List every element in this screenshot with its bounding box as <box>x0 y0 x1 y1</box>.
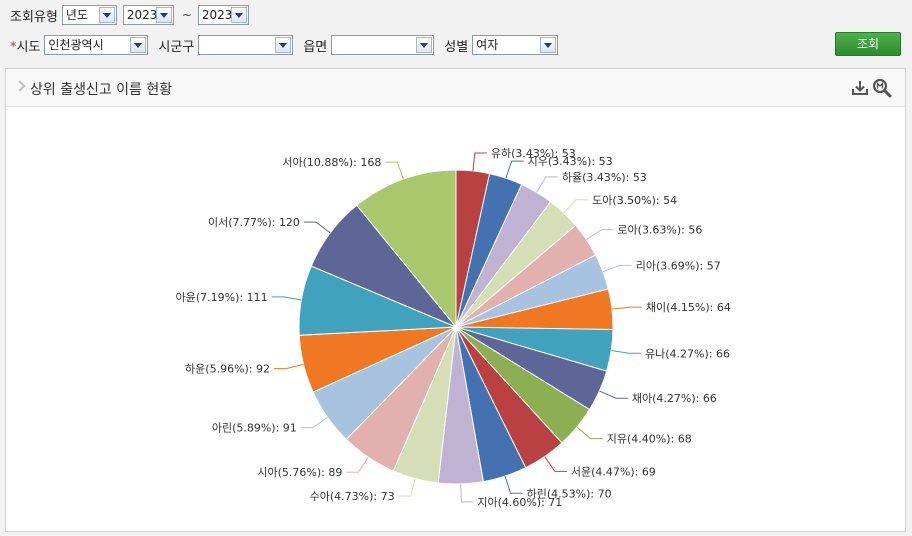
panel-header: 상위 출생신고 이름 현황 <box>6 69 905 107</box>
connector-line <box>611 306 642 310</box>
connector-line <box>472 152 487 171</box>
chevron-down-icon <box>130 37 147 53</box>
data-label: 로아(3.63%): 56 <box>617 224 702 237</box>
connector-line <box>505 160 524 179</box>
connector-line <box>385 161 404 180</box>
data-label: 지유(4.40%): 68 <box>607 433 692 446</box>
filter-bar: 조회유형 년도 2023 ~ 2023 *시도 인천광역시 시군구 읍면 <box>0 0 912 64</box>
query-type-label: 조회유형 <box>10 9 58 25</box>
data-label: 시아(5.76%): 89 <box>257 466 342 479</box>
download-icon[interactable] <box>851 79 869 97</box>
year-from-value: 2023 <box>126 8 158 22</box>
data-label: 도아(3.50%): 54 <box>592 194 677 207</box>
data-label: 채아(4.27%): 66 <box>632 392 717 405</box>
year-to-select[interactable]: 2023 <box>197 5 249 25</box>
gender-value: 여자 <box>476 38 499 52</box>
data-label: 아윤(7.19%): 111 <box>176 291 268 304</box>
connector-line <box>398 478 416 497</box>
data-label: 하윤(5.96%): 92 <box>185 362 270 376</box>
data-label: 수아(4.73%): 73 <box>310 490 395 503</box>
connector-line <box>504 476 523 494</box>
connector-line <box>602 264 632 273</box>
filter-row-1: 조회유형 년도 2023 ~ 2023 <box>10 5 255 25</box>
pie-slice-서아[interactable] <box>356 169 457 329</box>
chevron-down-icon <box>275 37 292 53</box>
connector-line <box>544 456 567 472</box>
filter-row-2: *시도 인천광역시 시군구 읍면 성별 여자 <box>10 35 564 55</box>
connector-line <box>300 416 328 429</box>
connector-line <box>536 176 558 193</box>
gender-select[interactable]: 여자 <box>472 35 559 55</box>
data-label: 하율(3.43%): 53 <box>562 170 647 184</box>
connector-line <box>271 296 302 301</box>
chevron-right-icon[interactable] <box>14 80 26 92</box>
chevron-down-icon <box>540 37 557 53</box>
data-label: 이서(7.77%): 120 <box>208 216 300 229</box>
sigungu-label: 시군구 <box>158 39 195 55</box>
query-type-value: 년도 <box>65 8 88 22</box>
search-button[interactable]: 조회 <box>835 32 901 56</box>
connector-line <box>274 363 304 370</box>
panel-title: 상위 출생신고 이름 현황 <box>30 82 173 98</box>
data-label: 아린(5.89%): 91 <box>212 422 297 435</box>
sido-select[interactable]: 인천광역시 <box>44 35 149 55</box>
sido-label: *시도 <box>10 36 40 55</box>
data-label: 채이(4.15%): 64 <box>646 301 731 314</box>
connector-line <box>563 199 589 214</box>
eupmyeon-label: 읍면 <box>303 39 328 55</box>
data-label: 유나(4.27%): 66 <box>645 347 730 360</box>
gender-label: 성별 <box>444 39 469 55</box>
zoom-icon[interactable] <box>872 78 892 98</box>
data-label: 서윤(4.47%): 69 <box>571 465 656 478</box>
connector-line <box>460 483 474 503</box>
sido-label-text: 시도 <box>16 39 41 55</box>
data-label: 하린(4.53%): 70 <box>527 486 612 500</box>
connector-line <box>599 390 628 399</box>
connector-line <box>611 350 642 354</box>
connector-line <box>303 221 331 234</box>
sigungu-select[interactable] <box>198 35 294 55</box>
sido-value: 인천광역시 <box>48 38 104 52</box>
data-label: 지아(4.60%): 71 <box>477 496 562 509</box>
data-label: 서아(10.88%): 168 <box>282 156 381 169</box>
chevron-down-icon <box>155 7 172 23</box>
chevron-down-icon <box>230 7 247 23</box>
query-type-select[interactable]: 년도 <box>61 5 117 25</box>
connector-line <box>586 229 614 241</box>
year-to-value: 2023 <box>201 8 233 22</box>
data-label: 유하(3.43%): 53 <box>491 146 576 160</box>
year-from-select[interactable]: 2023 <box>122 5 174 25</box>
chevron-down-icon <box>416 37 433 53</box>
chevron-down-icon <box>98 7 115 23</box>
data-label: 지우(3.43%): 53 <box>528 155 613 168</box>
connector-line <box>346 456 369 473</box>
connector-line <box>576 426 603 440</box>
range-separator: ~ <box>181 8 192 22</box>
eupmyeon-select[interactable] <box>331 35 435 55</box>
chart-panel: 상위 출생신고 이름 현황 유하(3.43%): 53 지우(3.43%): 53… <box>5 68 906 532</box>
required-mark: * <box>10 39 17 55</box>
data-label: 리아(3.69%): 57 <box>636 259 721 272</box>
